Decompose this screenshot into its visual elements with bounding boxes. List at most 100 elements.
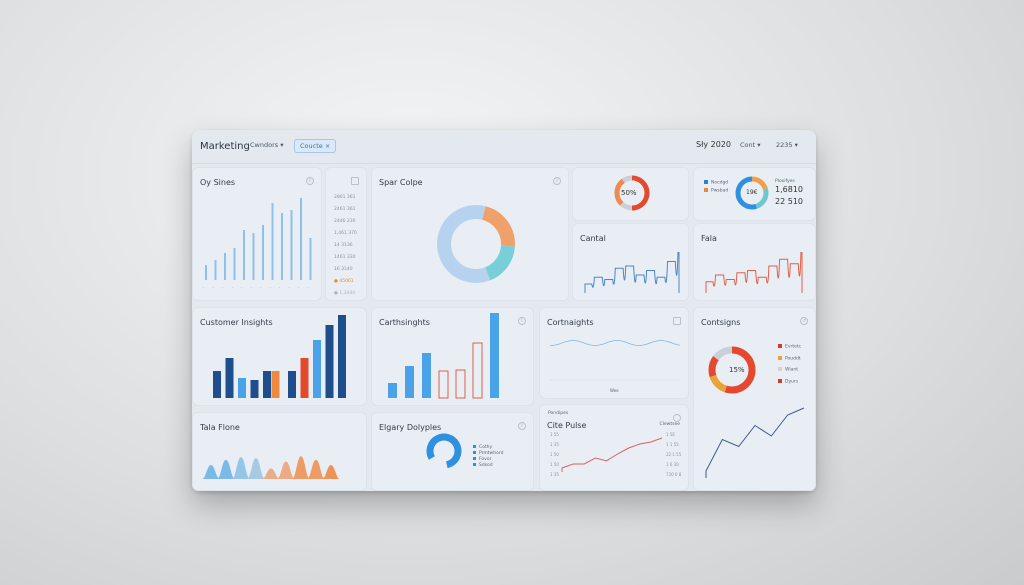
panel-title: Spar Colpe — [379, 178, 423, 187]
tick-label: · — [308, 285, 309, 290]
donut-slice-3 — [708, 346, 756, 394]
share-icon[interactable]: ↗ — [800, 317, 808, 325]
list-item: ● 45061 — [334, 279, 354, 284]
donut-chart — [614, 175, 650, 211]
value-dropdown[interactable]: 2235 ▾ — [776, 141, 798, 149]
panel-contsigns: Contsigns ↗ 15% Evrtetc Pouddt Wiant Dyurs — [694, 308, 815, 490]
area-peak — [262, 468, 280, 479]
bar — [243, 230, 245, 280]
bar — [213, 371, 221, 398]
value-list: 2861 361 2461 361 2446 230 1,461 370 14 3136… — [334, 195, 357, 303]
donut-slice-0 — [437, 205, 515, 283]
bar-chart — [388, 313, 499, 399]
donut-label: 19€ — [746, 189, 758, 196]
panel-title: Cite Pulse — [547, 421, 587, 430]
calendar-icon[interactable] — [673, 317, 681, 325]
donut-label: 50% — [621, 189, 637, 197]
stat-value: 22 510 — [775, 197, 803, 206]
bar — [455, 369, 466, 399]
donut-and-line-chart — [705, 346, 805, 478]
panel-title: Carthsinghts — [379, 318, 430, 327]
list-item: 2446 230 — [334, 219, 356, 224]
info-icon[interactable]: i — [518, 317, 526, 325]
bar — [338, 315, 346, 398]
panel-spar-colpe: Spar Colpe i — [372, 168, 568, 300]
info-icon[interactable]: i — [518, 422, 526, 430]
bar — [252, 233, 255, 280]
donut-slice-2 — [708, 346, 756, 394]
bar — [290, 210, 293, 280]
line-chart — [549, 340, 681, 381]
line-series — [584, 252, 680, 293]
bar — [262, 225, 264, 280]
area-peak — [277, 461, 295, 479]
list-item: 1,461 370 — [334, 231, 357, 236]
legend-item: Nocdgd — [704, 180, 728, 186]
tick-label: 1 6 30 — [666, 462, 679, 467]
tick-label: 1 1 55 — [666, 442, 679, 447]
tick-label: · — [203, 285, 204, 290]
bar — [224, 253, 226, 280]
bar — [233, 248, 236, 280]
legend-item: Dyurs — [778, 378, 801, 384]
donut-label: 15% — [729, 366, 745, 374]
area-peak — [217, 459, 235, 479]
panel-title: Tala Flone — [200, 423, 240, 432]
bar — [300, 358, 309, 398]
area-chart — [202, 456, 340, 479]
clock-icon[interactable] — [673, 414, 681, 422]
area-peak — [322, 465, 340, 479]
bar — [271, 371, 280, 398]
donut-slice — [426, 433, 462, 469]
donut-slice-2 — [437, 205, 515, 283]
panel-title: Cantal — [580, 234, 606, 243]
bar — [214, 260, 217, 280]
tick-label: · — [213, 285, 214, 290]
panel-cantal: Cantal — [573, 224, 688, 300]
tick-label: · — [251, 285, 252, 290]
line-series — [561, 437, 663, 472]
donut-slice-3 — [614, 175, 650, 211]
legend-item: Evrtetc — [778, 344, 801, 350]
info-icon[interactable]: i — [306, 177, 314, 185]
panel-carthsinghts: Carthsinghts i — [372, 308, 533, 405]
list-item: 1461 330 — [334, 255, 356, 260]
bar — [438, 370, 449, 399]
bar — [250, 380, 259, 398]
panel-cite-pulse: Pondipes Cite Pulse Clewtsee 1 55 1 35 1 5… — [540, 405, 688, 490]
tick-label: 1 35 — [550, 472, 559, 477]
panel-oy-series: Oy Sines i · · · · · · · · · · · · — [193, 168, 321, 300]
list-item: 14 3136 — [334, 243, 353, 248]
area-peak — [202, 465, 220, 479]
list-item: 2861 361 — [334, 195, 356, 200]
dashboard: Marketing Cwndors ▾ Coucte × Sły 2020 Co… — [192, 130, 816, 491]
legend-item: Cothy — [473, 445, 503, 450]
bar — [325, 325, 334, 398]
tick-label: · — [279, 285, 280, 290]
panel-donut-legend: Nocdgd Pwsbad 19€ Ploxifyes 1,6810 22 51… — [694, 168, 815, 220]
panel-title: Oy Sines — [200, 178, 236, 187]
line-series — [705, 252, 803, 293]
donut-slice-2 — [614, 175, 650, 211]
date-label[interactable]: Sły 2020 — [696, 140, 731, 149]
tick-label: 1 55 — [550, 432, 559, 437]
tick-label: 1 5E — [666, 432, 675, 437]
panel-title: Contsigns — [701, 318, 741, 327]
bar — [313, 340, 321, 398]
area-peak — [307, 459, 325, 479]
bar — [225, 358, 234, 398]
bar — [281, 213, 283, 280]
legend-item: Prmtwhord — [473, 451, 503, 456]
info-icon[interactable]: i — [553, 177, 561, 185]
legend-item: Pwsbad — [704, 188, 728, 194]
donut-chart — [426, 433, 462, 469]
bar — [271, 203, 274, 280]
calendar-icon[interactable] — [351, 177, 359, 185]
count-dropdown[interactable]: Cont ▾ — [740, 141, 761, 149]
filter-chip[interactable]: Coucte × — [294, 139, 337, 153]
filter-dropdown[interactable]: Cwndors ▾ — [250, 141, 284, 149]
tick-label: · — [241, 285, 242, 290]
tick-label: · — [260, 285, 261, 290]
bar — [490, 313, 499, 398]
donut-chart — [437, 205, 515, 283]
